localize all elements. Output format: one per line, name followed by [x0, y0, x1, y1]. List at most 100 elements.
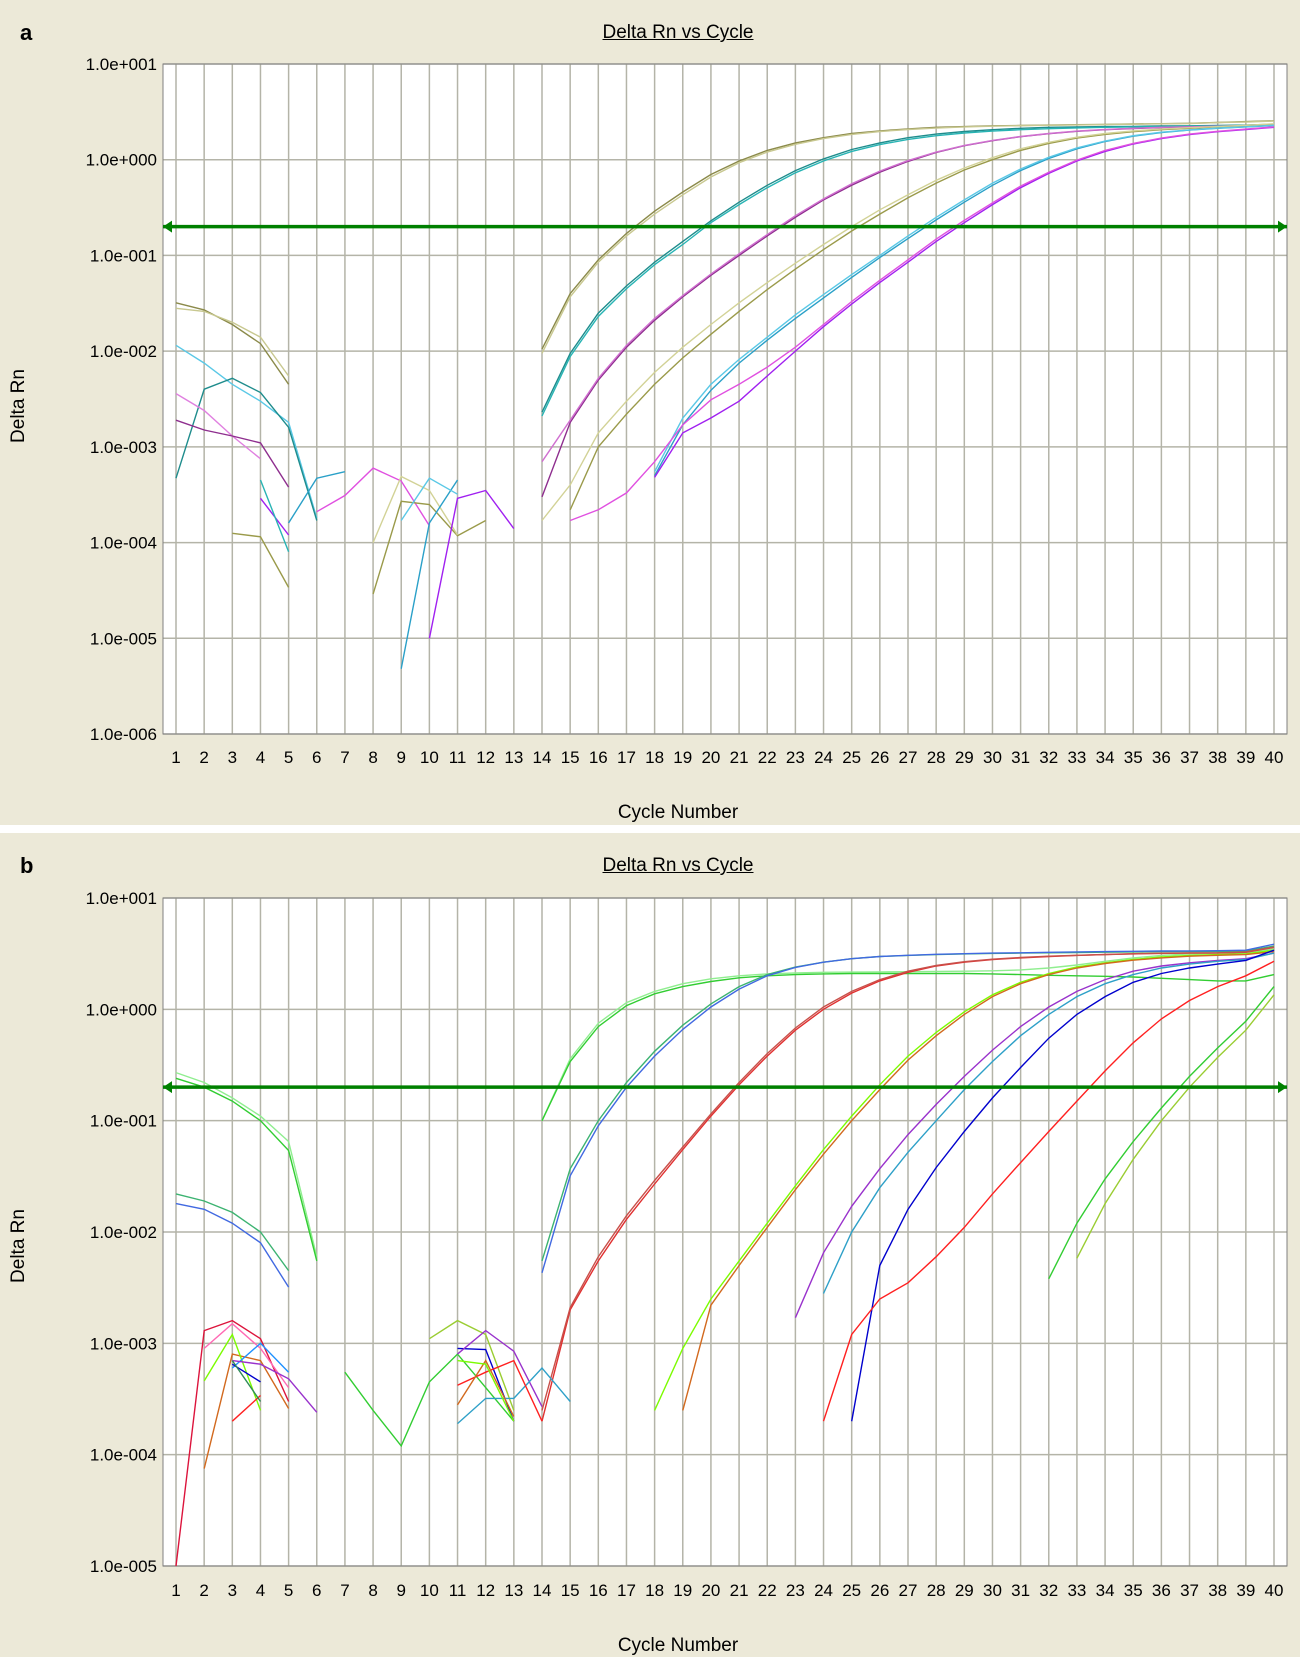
series-line — [541, 972, 1275, 1122]
x-tick-label: 19 — [673, 1581, 692, 1600]
x-tick-label: 32 — [1039, 1581, 1058, 1600]
x-tick-label: 40 — [1265, 1581, 1284, 1600]
series-line — [175, 1202, 290, 1288]
series-line — [653, 949, 1275, 1411]
x-tick-label: 23 — [786, 748, 805, 767]
x-tick-label: 31 — [1011, 748, 1030, 767]
x-tick-label: 30 — [983, 1581, 1002, 1600]
series-line — [175, 1319, 290, 1567]
series-line — [428, 489, 515, 639]
y-tick-label: 1.0e-003 — [90, 438, 157, 457]
x-tick-label: 34 — [1096, 748, 1115, 767]
series-line — [822, 952, 1275, 1294]
x-tick-label: 24 — [814, 748, 833, 767]
series-line — [1076, 994, 1275, 1259]
series-line — [259, 479, 290, 553]
x-tick-label: 15 — [561, 1581, 580, 1600]
series-line — [457, 1329, 543, 1407]
series-line — [822, 960, 1275, 1422]
plot-border — [162, 897, 1288, 1567]
series-line — [175, 392, 261, 460]
y-tick-label: 1.0e-001 — [90, 1112, 157, 1131]
x-tick-label: 34 — [1096, 1581, 1115, 1600]
x-tick-label: 35 — [1124, 748, 1143, 767]
y-tick-label: 1.0e-003 — [90, 1334, 157, 1353]
x-tick-label: 12 — [476, 1581, 495, 1600]
x-tick-label: 3 — [228, 1581, 237, 1600]
series-line — [400, 479, 459, 669]
x-tick-label: 38 — [1208, 748, 1227, 767]
series-line — [541, 943, 1275, 1273]
series-line — [203, 1332, 262, 1411]
chart-panel-a: a Delta Rn vs Cycle Delta Rn Cycle Numbe… — [0, 0, 1300, 825]
series-line — [653, 124, 1275, 473]
threshold-arrow-right — [1278, 1081, 1287, 1094]
x-tick-label: 16 — [589, 748, 608, 767]
x-tick-label: 16 — [589, 1581, 608, 1600]
x-tick-label: 20 — [701, 748, 720, 767]
x-tick-label: 33 — [1067, 748, 1086, 767]
x-tick-label: 1 — [171, 748, 180, 767]
series-line — [541, 124, 1275, 417]
series-line — [175, 307, 290, 377]
x-tick-label: 3 — [228, 748, 237, 767]
series-line — [794, 952, 1275, 1318]
series-line — [541, 120, 1275, 354]
series-line — [175, 344, 318, 519]
x-tick-label: 22 — [758, 748, 777, 767]
y-tick-label: 1.0e-006 — [90, 725, 157, 744]
series-line — [316, 467, 430, 527]
plot-area — [163, 64, 1287, 734]
x-tick-label: 13 — [504, 748, 523, 767]
series-line — [203, 1353, 290, 1469]
x-tick-label: 26 — [870, 748, 889, 767]
x-tick-label: 37 — [1180, 748, 1199, 767]
x-tick-label: 40 — [1265, 748, 1284, 767]
series-line — [851, 949, 1275, 1422]
y-tick-label: 1.0e+000 — [86, 151, 157, 170]
series-line — [231, 1394, 261, 1422]
x-tick-label: 29 — [955, 1581, 974, 1600]
series-line — [175, 302, 290, 385]
x-tick-label: 11 — [449, 748, 467, 767]
series-line — [456, 1359, 515, 1417]
x-tick-label: 37 — [1180, 1581, 1199, 1600]
x-tick-label: 5 — [284, 1581, 293, 1600]
x-tick-label: 38 — [1208, 1581, 1227, 1600]
series-line — [400, 477, 458, 521]
x-tick-label: 9 — [396, 1581, 405, 1600]
x-tick-label: 6 — [312, 748, 321, 767]
series-line — [231, 1360, 262, 1402]
x-tick-label: 14 — [533, 748, 552, 767]
x-tick-label: 2 — [199, 748, 208, 767]
y-tick-label: 1.0e-002 — [90, 342, 157, 361]
x-tick-label: 7 — [340, 748, 349, 767]
x-tick-label: 18 — [645, 748, 664, 767]
x-tick-label: 4 — [256, 1581, 265, 1600]
x-tick-label: 39 — [1236, 748, 1255, 767]
series-line — [175, 1193, 290, 1272]
x-tick-label: 22 — [758, 1581, 777, 1600]
y-tick-label: 1.0e-005 — [90, 629, 157, 648]
series-line — [457, 1359, 515, 1422]
x-tick-label: 14 — [533, 1581, 552, 1600]
x-tick-label: 17 — [617, 748, 636, 767]
line-chart-a: 1 2 3 4 5 6 7 8 9 10 11 12 13 14 15 16 17 18 19 20 21 22 23 24 2… — [86, 55, 1288, 767]
panel-label-b: b — [20, 853, 34, 878]
y-tick-label: 1.0e-002 — [90, 1223, 157, 1242]
x-tick-label: 20 — [701, 1581, 720, 1600]
chart-title-a: Delta Rn vs Cycle — [602, 22, 754, 43]
series-line — [232, 1359, 318, 1413]
series-line — [682, 950, 1275, 1411]
x-tick-label: 17 — [617, 1581, 636, 1600]
y-tick-label: 1.0e-001 — [90, 246, 157, 265]
x-tick-label: 11 — [449, 1581, 467, 1600]
x-tick-label: 13 — [504, 1581, 523, 1600]
series-line — [288, 471, 346, 524]
x-tick-label: 27 — [899, 1581, 918, 1600]
series-line — [457, 1366, 571, 1425]
series-line — [457, 1359, 543, 1422]
series-line — [541, 946, 1275, 1411]
x-tick-label: 10 — [420, 748, 439, 767]
series-line — [232, 532, 290, 588]
